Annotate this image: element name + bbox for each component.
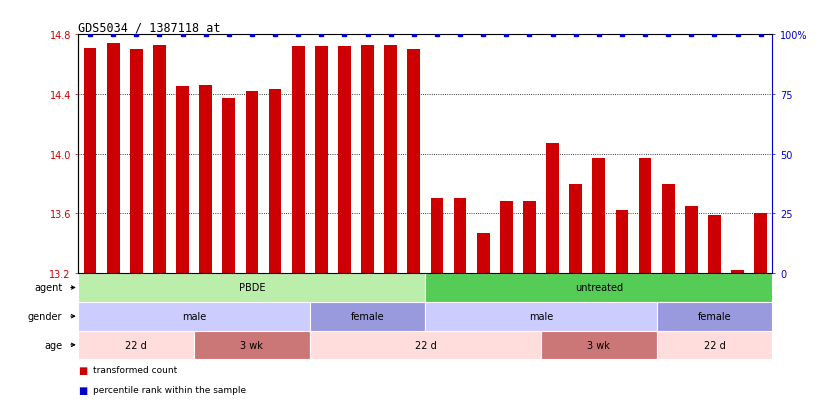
Text: ■: ■	[78, 385, 88, 395]
Bar	[657, 302, 772, 331]
Bar	[384, 45, 397, 273]
Bar	[407, 50, 420, 273]
Text: PBDE: PBDE	[239, 283, 265, 293]
Bar	[83, 48, 97, 273]
Bar	[685, 206, 698, 273]
Text: ■: ■	[78, 366, 88, 375]
Bar	[245, 92, 259, 273]
Text: 3 wk: 3 wk	[587, 340, 610, 350]
Text: male: male	[529, 311, 553, 321]
Text: gender: gender	[28, 311, 62, 321]
Bar	[500, 202, 513, 273]
Bar	[78, 331, 194, 359]
Text: 22 d: 22 d	[704, 340, 725, 350]
Text: percentile rank within the sample: percentile rank within the sample	[93, 385, 246, 394]
Bar	[592, 159, 605, 273]
Bar	[107, 44, 120, 273]
Bar	[310, 331, 541, 359]
Text: agent: agent	[34, 283, 62, 293]
Text: male: male	[182, 311, 206, 321]
Bar	[453, 199, 467, 273]
Bar	[638, 159, 652, 273]
Bar	[657, 331, 772, 359]
Bar	[268, 90, 282, 273]
Text: female: female	[698, 311, 731, 321]
Bar	[425, 302, 657, 331]
Bar	[176, 87, 189, 273]
Text: age: age	[44, 340, 62, 350]
Bar	[292, 47, 305, 273]
Bar	[569, 184, 582, 273]
Text: 22 d: 22 d	[126, 340, 147, 350]
Bar	[310, 302, 425, 331]
Bar	[754, 214, 767, 273]
Bar	[78, 273, 425, 302]
Bar	[361, 45, 374, 273]
Bar	[130, 50, 143, 273]
Bar	[315, 47, 328, 273]
Bar	[430, 199, 444, 273]
Text: untreated: untreated	[575, 283, 623, 293]
Bar	[199, 86, 212, 273]
Bar	[541, 331, 657, 359]
Bar	[731, 271, 744, 273]
Bar	[523, 202, 536, 273]
Bar	[708, 216, 721, 273]
Bar	[153, 45, 166, 273]
Bar	[662, 184, 675, 273]
Text: transformed count: transformed count	[93, 366, 178, 375]
Bar	[222, 99, 235, 273]
Bar	[338, 47, 351, 273]
Bar	[546, 144, 559, 273]
Text: 3 wk: 3 wk	[240, 340, 263, 350]
Bar	[477, 233, 490, 273]
Text: female: female	[351, 311, 384, 321]
Bar	[78, 302, 310, 331]
Bar	[194, 331, 310, 359]
Text: GDS5034 / 1387118_at: GDS5034 / 1387118_at	[78, 21, 221, 34]
Bar	[425, 273, 772, 302]
Text: 22 d: 22 d	[415, 340, 436, 350]
Bar	[615, 211, 629, 273]
